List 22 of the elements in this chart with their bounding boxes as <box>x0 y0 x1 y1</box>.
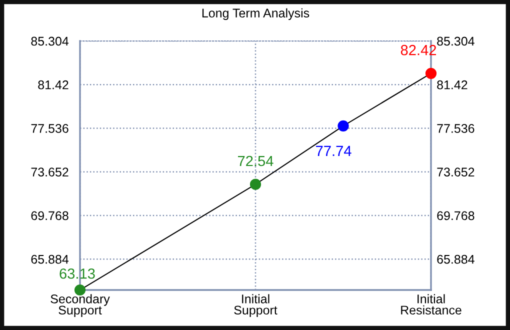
y2-tick-label: 69.768 <box>437 211 474 220</box>
x-tick-label: Initial Support <box>234 294 278 318</box>
point <box>425 68 437 79</box>
x-tick-label: Initial Resistance <box>401 294 462 315</box>
y2-tick-label: 73.652 <box>437 168 474 176</box>
data-label: 82.42 <box>400 44 436 56</box>
y2-tick-label: 77.536 <box>437 124 474 133</box>
point <box>250 178 262 190</box>
y-tick-label: 69.768 <box>31 211 68 220</box>
y-tick-label: 85.304 <box>31 36 69 46</box>
y-tick-label: 77.536 <box>31 124 68 133</box>
y-tick-label: 73.652 <box>31 168 68 176</box>
y-tick-label: 65.884 <box>31 254 69 264</box>
x-tick-label: Secondary Support <box>50 294 110 318</box>
point <box>338 120 349 132</box>
y2-tick-label: 65.884 <box>437 254 474 264</box>
data-label: 77.74 <box>316 146 352 156</box>
y-tick-label: 81.42 <box>38 80 68 90</box>
y2-tick-label: 81.42 <box>437 80 468 90</box>
y2-tick-label: 85.304 <box>437 36 474 46</box>
chart-title: Long Term Analysis <box>202 8 310 20</box>
data-label: 72.54 <box>238 156 274 166</box>
